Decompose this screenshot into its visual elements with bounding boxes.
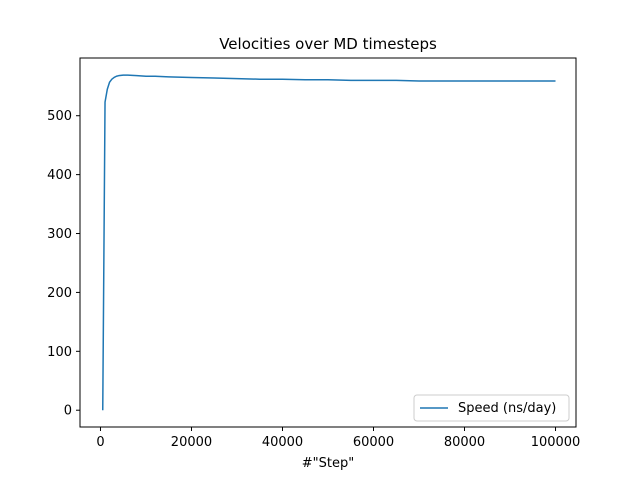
legend-box bbox=[413, 394, 570, 422]
legend: Speed (ns/day) bbox=[413, 394, 570, 422]
y-axis: 0 100 200 300 400 500 bbox=[47, 109, 80, 419]
x-tick-label: 0 bbox=[96, 435, 104, 450]
axes-frame bbox=[79, 57, 577, 428]
x-tick-label: 60000 bbox=[353, 435, 394, 450]
x-tick-label: 20000 bbox=[171, 435, 212, 450]
chart-title: Velocities over MD timesteps bbox=[219, 35, 437, 53]
x-axis-label: #"Step" bbox=[302, 456, 354, 471]
x-tick-label: 100000 bbox=[531, 435, 581, 450]
y-tick-label: 0 bbox=[64, 404, 72, 419]
y-tick-label: 200 bbox=[47, 286, 72, 301]
legend-label-speed: Speed (ns/day) bbox=[458, 401, 556, 416]
y-tick-label: 100 bbox=[47, 345, 72, 360]
plot-area bbox=[79, 57, 577, 428]
y-tick-label: 400 bbox=[47, 168, 72, 183]
y-tick-label: 300 bbox=[47, 227, 72, 242]
x-tick-label: 80000 bbox=[444, 435, 485, 450]
y-tick-label: 500 bbox=[47, 109, 72, 124]
series-line-speed bbox=[102, 74, 556, 411]
x-tick-label: 40000 bbox=[262, 435, 303, 450]
x-axis: 0 20000 40000 60000 80000 100000 bbox=[96, 427, 580, 450]
